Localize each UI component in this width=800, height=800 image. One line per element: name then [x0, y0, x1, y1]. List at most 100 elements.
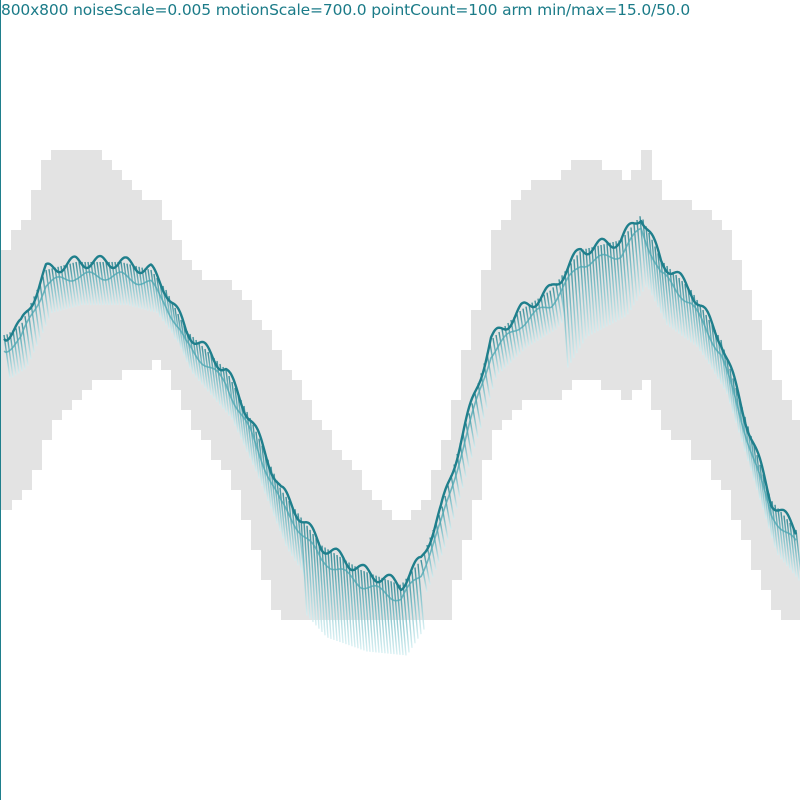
ribbon-strand	[81, 261, 89, 306]
shadow-block	[511, 200, 522, 410]
ribbon-strand	[519, 310, 527, 349]
ribbon-strand	[168, 295, 176, 340]
ribbon-strand	[555, 283, 563, 323]
shadow-block	[31, 190, 42, 470]
ribbon-strand	[150, 269, 158, 314]
ribbon-strand	[540, 296, 548, 336]
ribbon-strand	[510, 319, 518, 358]
ribbon-strand	[117, 261, 125, 306]
shadow-block	[191, 270, 202, 430]
ribbon-strand	[387, 580, 395, 655]
shadow-block	[761, 350, 772, 590]
ribbon-strand	[585, 248, 593, 335]
shadow-block	[701, 210, 712, 460]
ribbon-strand	[63, 265, 71, 309]
ribbon-strand	[783, 515, 791, 570]
ribbon-strand	[516, 313, 524, 352]
ribbon-strand	[183, 325, 191, 369]
ribbon-strand	[45, 269, 53, 314]
ribbon-strand	[219, 363, 227, 413]
shadow-block	[11, 230, 22, 500]
ribbon-strand	[261, 445, 269, 502]
shadow-block	[481, 270, 492, 460]
shadow-block	[671, 200, 682, 440]
ribbon-strand	[339, 556, 347, 645]
ribbon-strand	[531, 302, 539, 341]
ribbon-strand	[789, 522, 797, 577]
shadow-block	[91, 150, 102, 380]
ribbon-strand	[180, 319, 188, 362]
ribbon-strand	[207, 351, 215, 399]
ribbon-strand	[597, 245, 605, 329]
shadow-block	[131, 190, 142, 370]
ribbon-strand	[141, 267, 149, 311]
shadow-block	[301, 400, 312, 620]
ribbon-strand	[195, 339, 203, 385]
ribbon-strand	[84, 261, 92, 306]
shadow-block	[51, 150, 62, 420]
ribbon-strand	[477, 383, 485, 419]
ribbon-strand	[489, 343, 497, 380]
ribbon-strand	[723, 349, 731, 404]
ribbon-strand	[594, 246, 602, 330]
ribbon-strand	[72, 262, 80, 306]
shadow-block	[321, 430, 332, 620]
ribbon-strand	[708, 319, 716, 375]
ribbon-strand	[204, 348, 212, 395]
shadow-block	[71, 150, 82, 400]
ribbon-strand	[732, 378, 740, 433]
shadow-block	[361, 490, 372, 620]
ribbon-strand	[459, 443, 467, 478]
ribbon-strand	[573, 259, 581, 349]
ribbon-strand	[411, 571, 419, 639]
ribbon-strand	[222, 366, 230, 416]
ribbon-strand	[282, 492, 290, 552]
ribbon-strand	[513, 316, 521, 355]
ribbon-strand	[417, 563, 425, 630]
shadow-block	[391, 520, 402, 620]
ribbon-strand	[648, 232, 656, 302]
ribbon-strand	[465, 423, 473, 458]
ribbon-strand	[48, 269, 56, 313]
ribbon-strand	[114, 261, 122, 306]
shadow-block	[151, 200, 162, 360]
ribbon-strand	[504, 325, 512, 363]
ribbon-strand	[423, 552, 431, 585]
ribbon-strand	[795, 529, 800, 573]
ribbon-strand	[249, 417, 257, 472]
ribbon-strand	[378, 576, 386, 654]
ribbon-strand	[525, 306, 533, 345]
ribbon-strand	[288, 500, 296, 561]
ribbon-strand	[450, 474, 458, 509]
ribbon-strand	[705, 314, 713, 370]
ribbon-strand	[702, 309, 710, 365]
ribbon-strand	[399, 584, 407, 656]
ribbon-strand	[633, 223, 641, 297]
ribbon-strand	[108, 261, 116, 306]
ribbon-strand	[156, 277, 164, 322]
ribbon-strand	[699, 304, 707, 360]
shadow-block	[371, 500, 382, 620]
ribbon-strand	[357, 568, 365, 651]
shadow-block	[521, 190, 532, 400]
ribbon-strand	[333, 553, 341, 643]
ribbon-strand	[627, 231, 635, 306]
ribbon-strand	[636, 219, 644, 292]
ribbon-strand	[615, 241, 623, 319]
ribbon-strand	[600, 244, 608, 327]
ribbon-strand	[96, 261, 104, 306]
ribbon-strand	[774, 504, 782, 559]
ribbon-strand	[87, 261, 95, 306]
shadow-block	[281, 370, 292, 620]
shadow-block	[241, 300, 252, 520]
ribbon-strand	[75, 261, 83, 306]
ribbon-strand	[342, 558, 350, 646]
ribbon-strand	[15, 328, 23, 372]
ribbon-strand	[210, 354, 218, 402]
ribbon-strand	[213, 357, 221, 406]
shadow-block	[381, 510, 392, 620]
ribbon-strand	[147, 269, 155, 313]
ribbon-strand	[159, 281, 167, 326]
ribbon-strand	[294, 509, 302, 571]
ribbon-strand	[396, 583, 404, 656]
